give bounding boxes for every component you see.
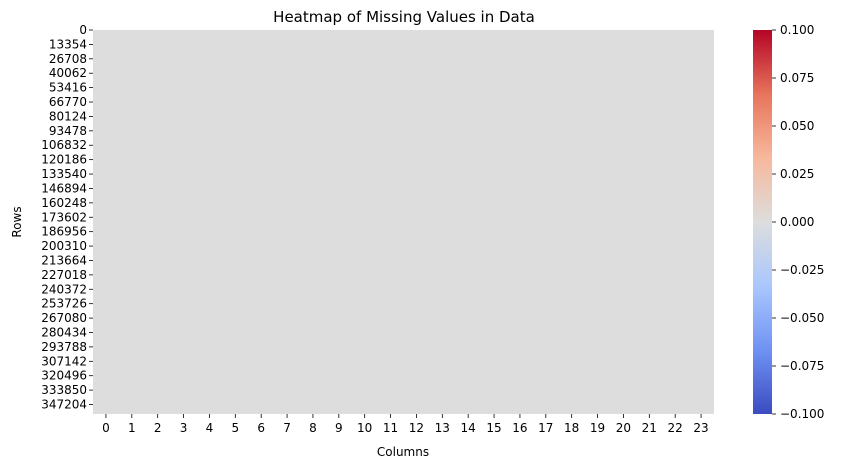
y-tick-label: 40062 [49,66,87,80]
x-tick-label: 11 [383,421,398,435]
x-tick-label: 13 [435,421,450,435]
y-tick-label: 93478 [49,124,87,138]
colorbar [753,30,772,414]
y-tick-label: 253726 [41,297,87,311]
y-tick-label: 347204 [41,398,87,412]
x-tick-label: 21 [642,421,657,435]
y-tick-label: 160248 [41,196,87,210]
y-tick-label: 80124 [49,109,87,123]
y-tick-label: 120186 [41,153,87,167]
x-axis-label: Columns [377,445,429,459]
y-tick-label: 307142 [41,354,87,368]
x-tick-label: 7 [283,421,291,435]
y-tick-label: 320496 [41,369,87,383]
y-tick-label: 186956 [41,225,87,239]
colorbar-tick-label: 0.075 [780,71,814,85]
colorbar-tick-label: −0.100 [780,407,824,421]
chart-title: Heatmap of Missing Values in Data [273,8,535,26]
colorbar-tick-label: −0.075 [780,359,824,373]
heatmap-cells [93,30,714,414]
colorbar-tick-label: 0.050 [780,119,814,133]
y-axis-label: Rows [10,206,24,237]
colorbar-ticks: −0.100 −0.075 −0.050 −0.025 0.000 0.025 0.050 0… [772,23,824,421]
colorbar-tick-label: −0.050 [780,311,824,325]
x-tick-label: 8 [309,421,317,435]
colorbar-tick-label: 0.100 [780,23,814,37]
y-tick-label: 0 [79,23,87,37]
x-tick-label: 6 [257,421,265,435]
x-tick-label: 15 [486,421,501,435]
colorbar-tick-label: −0.025 [780,263,824,277]
y-tick-label: 173602 [41,210,87,224]
y-tick-label: 267080 [41,311,87,325]
colorbar-tick-label: 0.000 [780,215,814,229]
x-tick-label: 23 [693,421,708,435]
y-tick-label: 133540 [41,167,87,181]
y-tick-label: 227018 [41,268,87,282]
x-tick-label: 16 [512,421,527,435]
x-tick-label: 9 [335,421,343,435]
y-tick-label: 66770 [49,95,87,109]
x-tick-label: 17 [538,421,553,435]
x-tick-label: 5 [231,421,239,435]
x-tick-label: 20 [616,421,631,435]
y-tick-label: 280434 [41,325,87,339]
x-tick-label: 19 [590,421,605,435]
x-tick-label: 10 [357,421,372,435]
x-tick-label: 2 [154,421,162,435]
x-axis-ticks: 0 1 2 3 4 5 6 7 8 9 10 11 12 13 14 15 16 17 18 19 20 21 22 23 [102,414,709,435]
x-tick-label: 18 [564,421,579,435]
x-tick-label: 4 [206,421,214,435]
x-tick-label: 0 [102,421,110,435]
y-tick-label: 333850 [41,383,87,397]
x-tick-label: 14 [461,421,476,435]
y-tick-label: 53416 [49,81,87,95]
y-tick-label: 106832 [41,138,87,152]
colorbar-tick-label: 0.025 [780,167,814,181]
x-tick-label: 1 [128,421,136,435]
x-tick-label: 12 [409,421,424,435]
y-tick-label: 293788 [41,340,87,354]
y-tick-label: 213664 [41,253,87,267]
y-tick-label: 146894 [41,181,87,195]
y-tick-label: 13354 [49,37,87,51]
y-tick-label: 200310 [41,239,87,253]
y-tick-label: 26708 [49,52,87,66]
x-tick-label: 3 [180,421,188,435]
x-tick-label: 22 [668,421,683,435]
y-axis-ticks: 0133542670840062534166677080124934781068… [41,23,93,412]
y-tick-label: 240372 [41,282,87,296]
